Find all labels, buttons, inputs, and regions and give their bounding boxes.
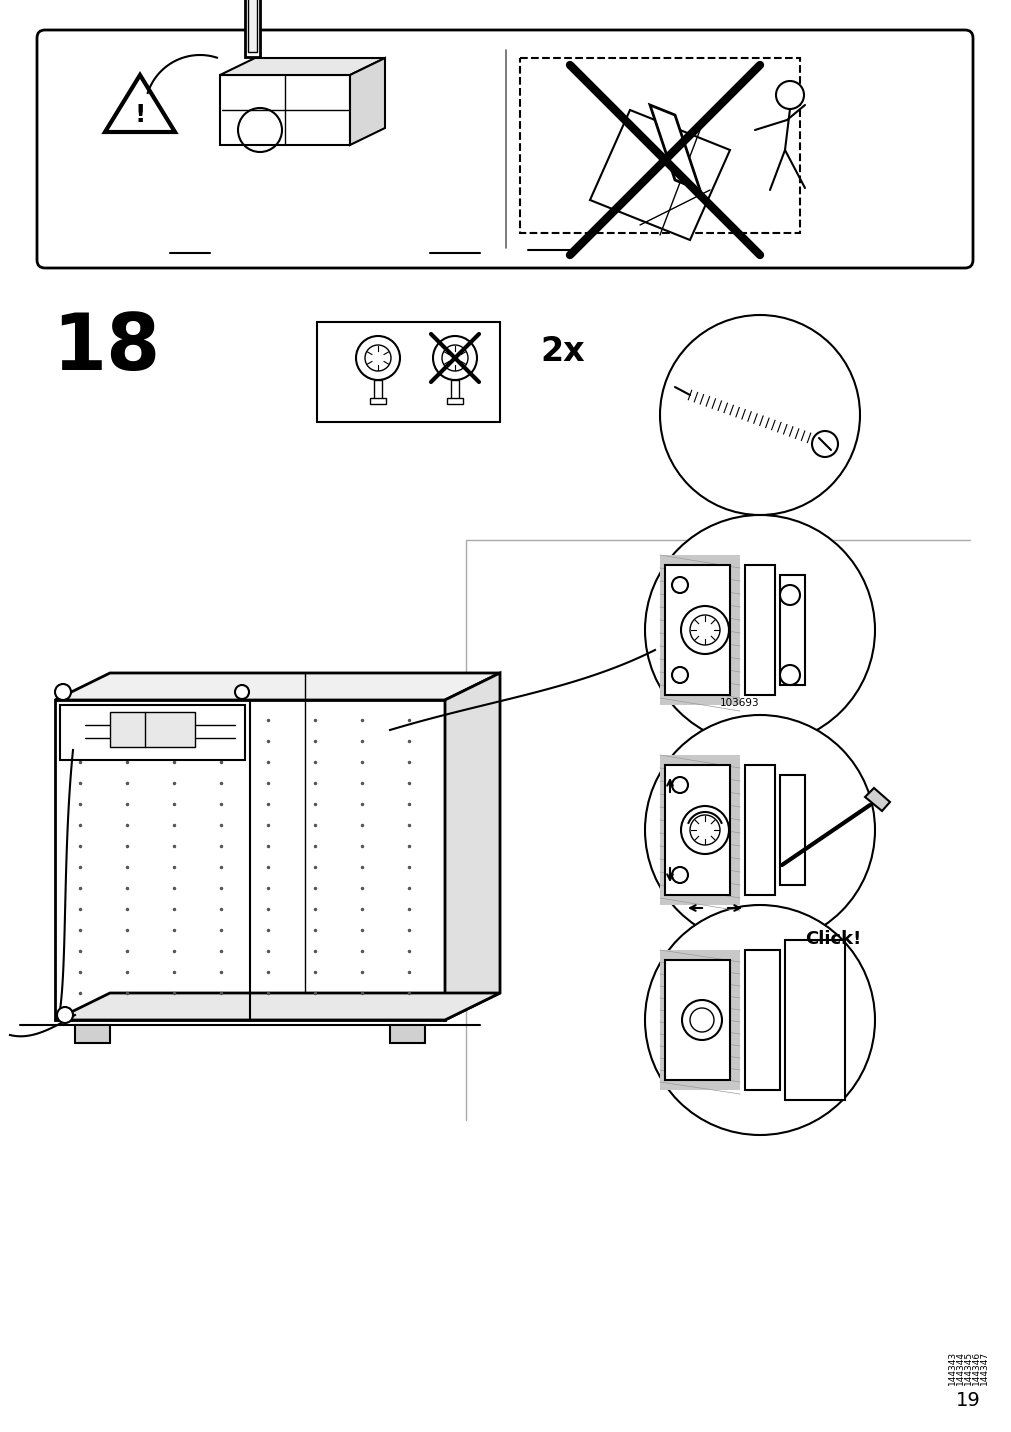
Polygon shape: [445, 673, 499, 1020]
Circle shape: [442, 345, 467, 371]
Text: 144343: 144343: [946, 1350, 955, 1385]
Circle shape: [644, 516, 875, 745]
Text: !: !: [134, 103, 146, 127]
Bar: [389, 1025, 425, 1042]
Bar: [779, 576, 804, 684]
Polygon shape: [248, 0, 257, 52]
Text: 144344: 144344: [954, 1350, 963, 1385]
Circle shape: [690, 1008, 714, 1032]
Bar: [744, 765, 774, 895]
Circle shape: [671, 667, 687, 683]
Polygon shape: [55, 700, 445, 1020]
Bar: [779, 775, 804, 885]
Bar: [110, 712, 195, 748]
Circle shape: [644, 715, 875, 945]
Circle shape: [433, 337, 476, 379]
Circle shape: [671, 577, 687, 593]
Bar: [785, 939, 844, 1100]
Polygon shape: [350, 59, 384, 145]
Circle shape: [680, 606, 728, 654]
Bar: [659, 556, 739, 705]
Bar: [659, 755, 739, 905]
Circle shape: [57, 1007, 73, 1022]
Circle shape: [365, 345, 390, 371]
FancyBboxPatch shape: [37, 30, 972, 268]
Circle shape: [55, 684, 71, 700]
Circle shape: [811, 431, 837, 457]
Bar: [520, 59, 800, 233]
Circle shape: [671, 866, 687, 884]
Circle shape: [680, 806, 728, 853]
Polygon shape: [864, 788, 889, 811]
Bar: [744, 949, 779, 1090]
Circle shape: [659, 315, 859, 516]
Polygon shape: [110, 673, 499, 992]
Bar: [316, 322, 499, 422]
Circle shape: [671, 778, 687, 793]
Circle shape: [356, 337, 399, 379]
Text: 144346: 144346: [971, 1350, 980, 1385]
Text: 18: 18: [52, 309, 160, 387]
Polygon shape: [649, 105, 700, 190]
Circle shape: [681, 1000, 721, 1040]
Text: 19: 19: [954, 1390, 980, 1409]
Circle shape: [644, 905, 875, 1136]
Polygon shape: [219, 59, 384, 74]
Text: 103693: 103693: [720, 697, 759, 707]
Bar: [374, 379, 381, 400]
Circle shape: [779, 586, 800, 604]
Bar: [664, 959, 729, 1080]
Text: 144347: 144347: [979, 1350, 988, 1385]
Circle shape: [779, 664, 800, 684]
Bar: [664, 566, 729, 695]
Bar: [451, 379, 459, 400]
Bar: [744, 566, 774, 695]
Polygon shape: [55, 992, 499, 1020]
Bar: [370, 398, 385, 404]
Text: 2x: 2x: [540, 335, 584, 368]
Polygon shape: [219, 74, 350, 145]
Polygon shape: [245, 0, 260, 57]
Polygon shape: [55, 673, 499, 700]
Circle shape: [690, 614, 719, 644]
Polygon shape: [105, 74, 175, 132]
Circle shape: [690, 815, 719, 845]
Bar: [664, 765, 729, 895]
Text: Click!: Click!: [804, 929, 860, 948]
Bar: [659, 949, 739, 1090]
Text: 144345: 144345: [962, 1350, 972, 1385]
Circle shape: [775, 82, 803, 109]
Bar: [60, 705, 245, 760]
Bar: [447, 398, 463, 404]
Bar: [75, 1025, 110, 1042]
Polygon shape: [589, 110, 729, 241]
Circle shape: [235, 684, 249, 699]
